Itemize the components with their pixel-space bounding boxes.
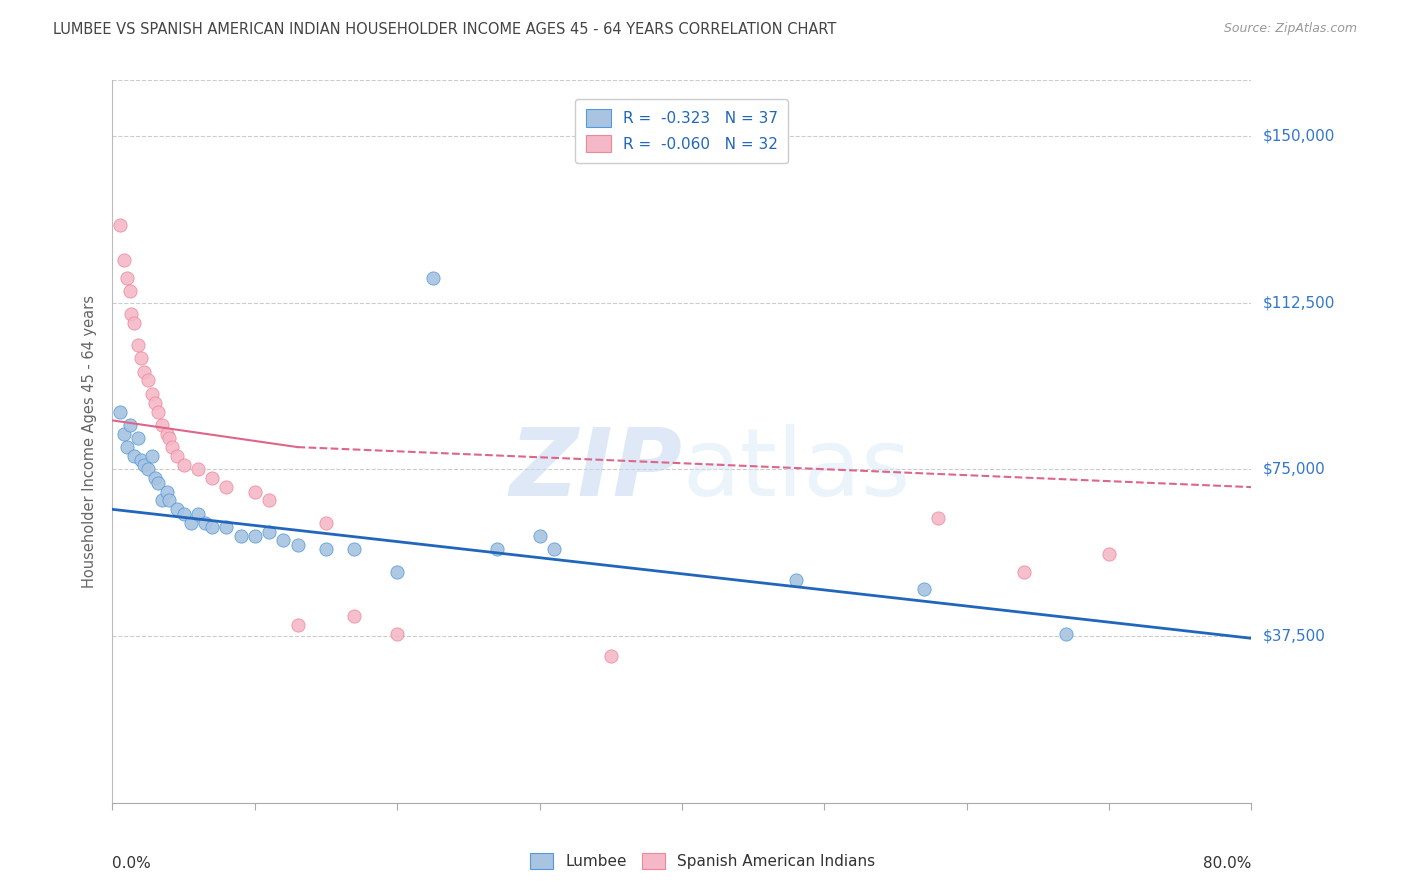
- Point: [543, 542, 565, 557]
- Text: $75,000: $75,000: [1263, 462, 1326, 477]
- Point: [229, 529, 252, 543]
- Point: [385, 627, 409, 641]
- Point: [136, 373, 159, 387]
- Point: [166, 449, 188, 463]
- Point: [132, 458, 155, 472]
- Point: [150, 417, 173, 432]
- Point: [146, 404, 169, 418]
- Point: [146, 475, 169, 490]
- Point: [136, 462, 159, 476]
- Point: [215, 520, 238, 534]
- Point: [143, 471, 166, 485]
- Point: [257, 524, 280, 539]
- Point: [343, 542, 366, 557]
- Point: [201, 471, 224, 485]
- Text: ZIP: ZIP: [509, 425, 682, 516]
- Point: [141, 386, 163, 401]
- Point: [287, 618, 309, 632]
- Text: Source: ZipAtlas.com: Source: ZipAtlas.com: [1223, 22, 1357, 36]
- Point: [243, 529, 266, 543]
- Point: [927, 511, 949, 525]
- Point: [159, 431, 180, 445]
- Point: [315, 516, 337, 530]
- Point: [108, 218, 131, 232]
- Y-axis label: Householder Income Ages 45 - 64 years: Householder Income Ages 45 - 64 years: [82, 295, 97, 588]
- Text: 0.0%: 0.0%: [112, 856, 152, 871]
- Point: [1098, 547, 1121, 561]
- Point: [115, 440, 138, 454]
- Point: [129, 453, 152, 467]
- Point: [162, 440, 184, 454]
- Point: [143, 395, 166, 409]
- Point: [115, 271, 138, 285]
- Point: [127, 431, 149, 445]
- Point: [201, 520, 224, 534]
- Point: [141, 449, 163, 463]
- Point: [150, 493, 173, 508]
- Point: [155, 484, 177, 499]
- Point: [129, 351, 152, 366]
- Point: [132, 364, 155, 378]
- Point: [166, 502, 188, 516]
- Point: [1054, 627, 1077, 641]
- Text: $37,500: $37,500: [1263, 629, 1326, 643]
- Point: [112, 253, 135, 268]
- Point: [122, 316, 145, 330]
- Text: $112,500: $112,500: [1263, 295, 1336, 310]
- Point: [385, 565, 409, 579]
- Point: [122, 449, 145, 463]
- Point: [343, 609, 366, 624]
- Text: 80.0%: 80.0%: [1204, 856, 1251, 871]
- Legend: R =  -0.323   N = 37, R =  -0.060   N = 32: R = -0.323 N = 37, R = -0.060 N = 32: [575, 99, 789, 163]
- Point: [127, 338, 149, 352]
- Point: [120, 307, 142, 321]
- Point: [118, 285, 141, 299]
- Point: [529, 529, 551, 543]
- Point: [187, 507, 209, 521]
- Point: [785, 574, 807, 588]
- Point: [1012, 565, 1035, 579]
- Point: [108, 404, 131, 418]
- Point: [159, 493, 180, 508]
- Point: [599, 649, 621, 664]
- Point: [422, 271, 444, 285]
- Point: [485, 542, 508, 557]
- Point: [315, 542, 337, 557]
- Point: [155, 426, 177, 441]
- Point: [112, 426, 135, 441]
- Point: [243, 484, 266, 499]
- Text: atlas: atlas: [682, 425, 910, 516]
- Point: [173, 507, 195, 521]
- Point: [194, 516, 217, 530]
- Point: [271, 533, 295, 548]
- Point: [173, 458, 195, 472]
- Point: [912, 582, 935, 597]
- Text: LUMBEE VS SPANISH AMERICAN INDIAN HOUSEHOLDER INCOME AGES 45 - 64 YEARS CORRELAT: LUMBEE VS SPANISH AMERICAN INDIAN HOUSEH…: [53, 22, 837, 37]
- Point: [180, 516, 202, 530]
- Point: [215, 480, 238, 494]
- Point: [118, 417, 141, 432]
- Point: [187, 462, 209, 476]
- Point: [257, 493, 280, 508]
- Text: $150,000: $150,000: [1263, 128, 1336, 144]
- Point: [287, 538, 309, 552]
- Legend: Lumbee, Spanish American Indians: Lumbee, Spanish American Indians: [524, 847, 882, 875]
